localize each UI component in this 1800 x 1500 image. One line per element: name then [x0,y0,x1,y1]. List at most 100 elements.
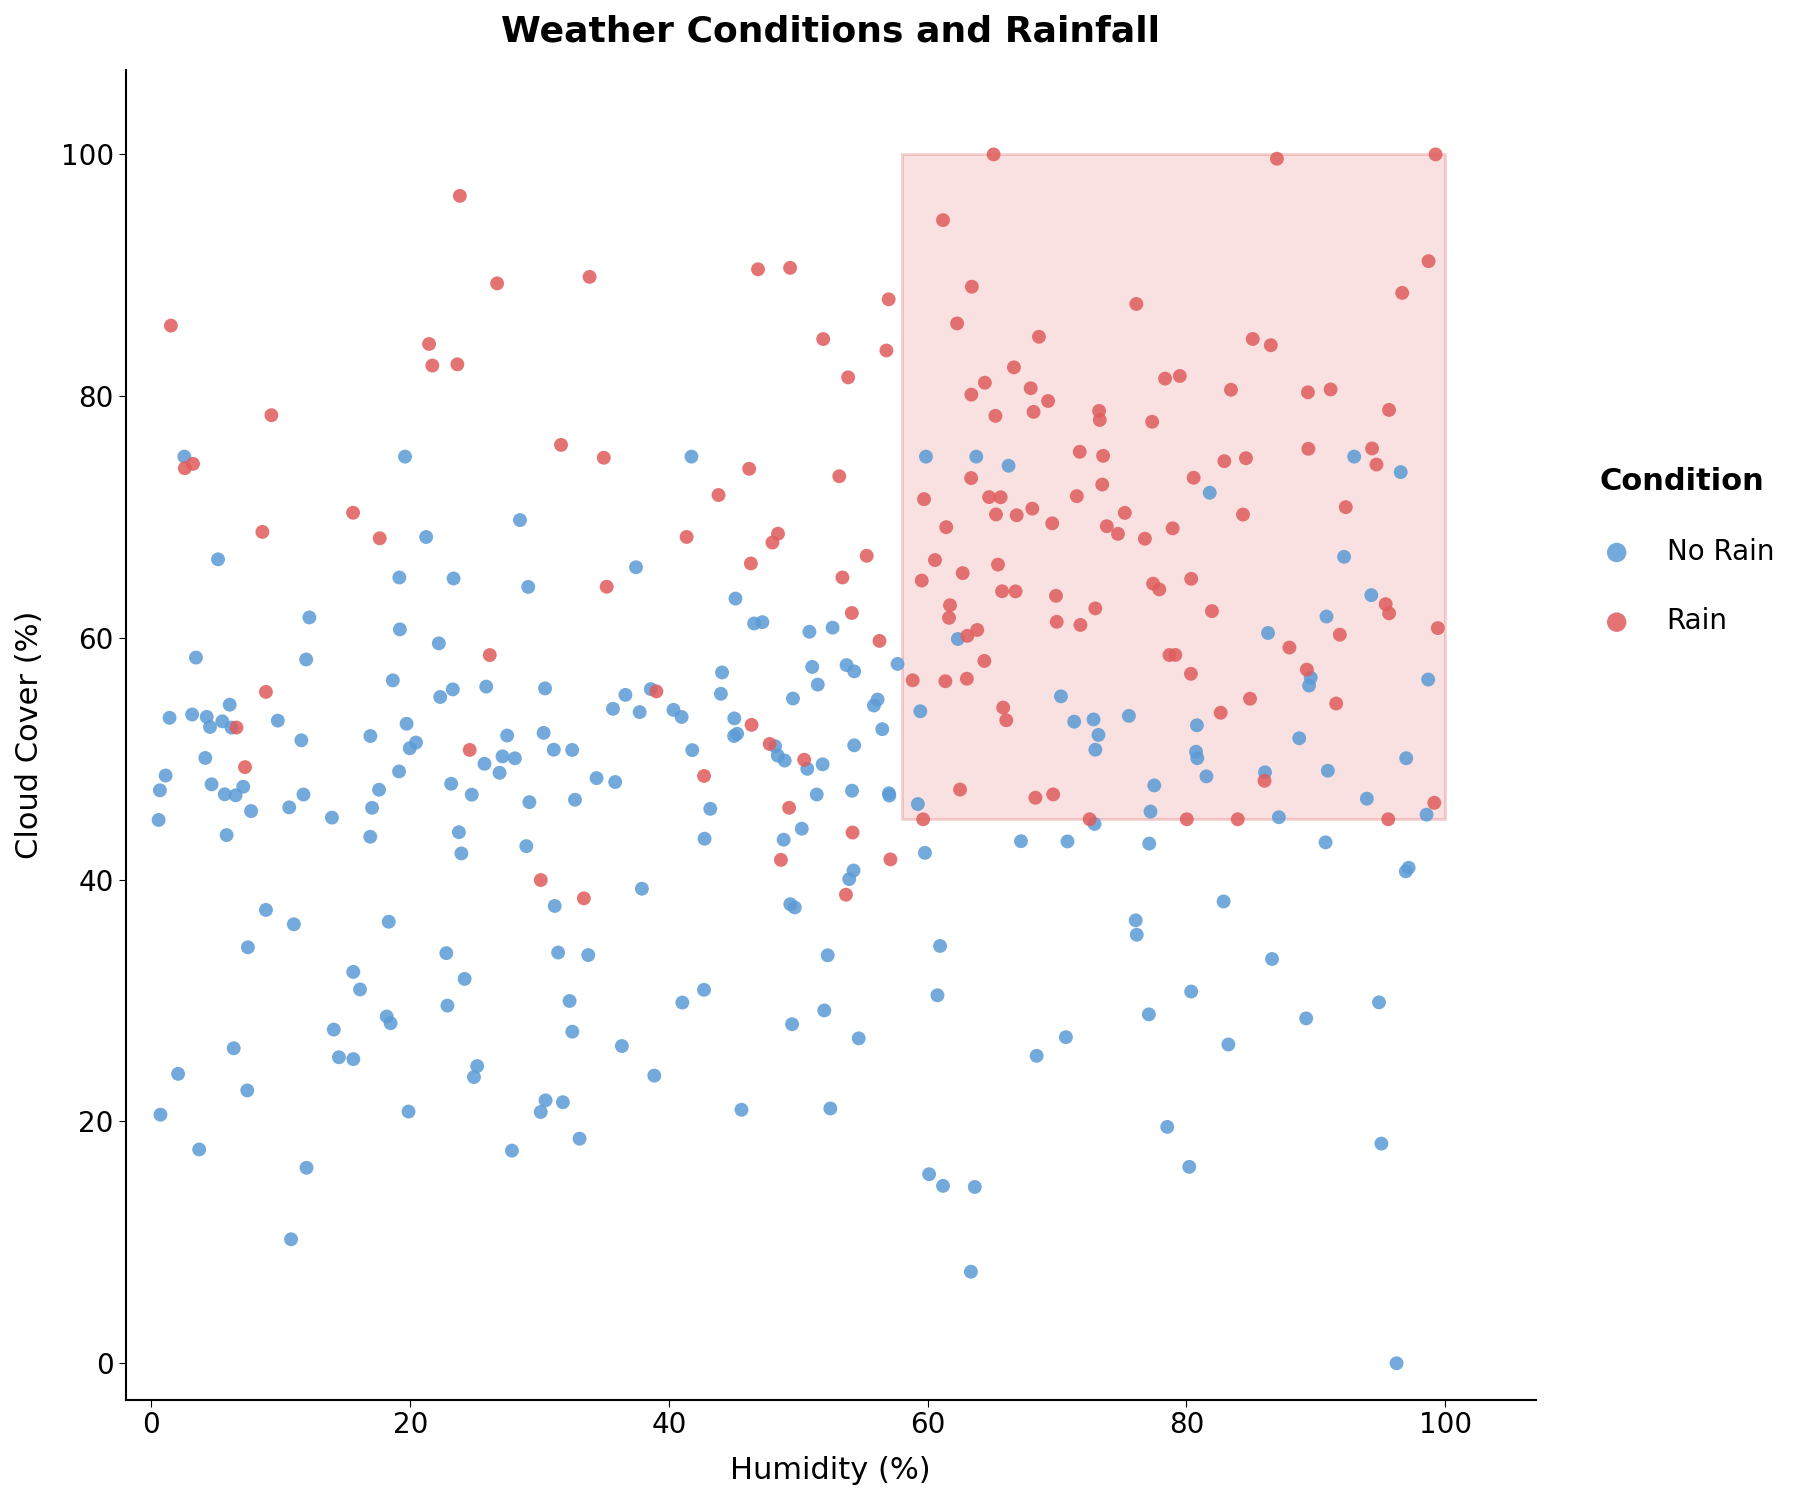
Rain [909,807,938,831]
Rain [952,624,981,648]
No Rain [1413,668,1442,692]
No Rain [1312,604,1341,628]
No Rain [581,766,610,790]
Rain [1388,280,1417,304]
Rain [943,312,972,336]
Rain [909,488,938,512]
No Rain [212,824,241,848]
Rain [931,669,959,693]
No Rain [434,993,463,1017]
No Rain [178,702,207,726]
No Rain [639,1064,668,1088]
No Rain [1139,774,1168,798]
Rain [365,526,394,550]
No Rain [531,1089,560,1113]
No Rain [185,1137,214,1161]
No Rain [1253,621,1282,645]
No Rain [1080,708,1109,732]
No Rain [394,1100,423,1124]
Rain [221,716,250,740]
No Rain [1183,714,1211,738]
No Rain [599,698,628,721]
No Rain [319,1017,347,1041]
Rain [756,732,785,756]
No Rain [356,825,385,849]
Rain [986,486,1015,510]
Rain [1206,700,1235,724]
Rain [1357,436,1386,460]
No Rain [1213,1032,1242,1056]
Rain [981,404,1010,427]
Rain [1017,496,1046,520]
Rain [443,352,472,376]
Rain [547,433,576,457]
No Rain [860,693,889,717]
No Rain [677,444,706,468]
Title: Weather Conditions and Rainfall: Weather Conditions and Rainfall [500,15,1161,50]
No Rain [808,753,837,777]
Rain [1121,292,1150,316]
Rain [1062,484,1091,508]
Rain [1197,598,1226,622]
No Rain [923,984,952,1008]
Rain [1294,381,1323,405]
No Rain [486,760,515,784]
Rain [1210,448,1238,472]
No Rain [437,772,466,796]
No Rain [565,1126,594,1150]
Rain [758,531,787,555]
No Rain [277,1227,306,1251]
Rain [907,568,936,592]
No Rain [275,795,304,819]
No Rain [1314,759,1343,783]
No Rain [216,693,245,717]
Rain [958,466,986,490]
No Rain [1264,806,1292,830]
No Rain [1382,1352,1411,1376]
No Rain [385,618,414,642]
No Rain [1060,710,1089,734]
No Rain [637,676,666,700]
Rain [949,561,977,585]
No Rain [290,783,319,807]
No Rain [1006,830,1035,854]
Rain [736,552,765,576]
Rain [1157,516,1186,540]
No Rain [875,782,904,806]
Rain [824,464,853,488]
Rain [671,525,700,549]
No Rain [607,1034,635,1058]
No Rain [1395,856,1424,880]
Rain [1217,378,1246,402]
Rain [790,748,819,772]
No Rain [203,548,232,572]
Rain [1001,579,1030,603]
No Rain [911,842,940,866]
No Rain [220,1036,248,1060]
Rain [1093,514,1121,538]
Rain [981,503,1010,526]
No Rain [463,1054,491,1078]
No Rain [193,705,221,729]
Rain [1039,512,1067,536]
Rain [589,446,617,470]
Rain [576,266,605,290]
No Rain [378,669,407,693]
No Rain [396,736,425,760]
No Rain [459,1065,488,1089]
Rain [988,579,1017,603]
No Rain [450,968,479,992]
Legend: No Rain, Rain: No Rain, Rain [1579,456,1786,646]
No Rain [610,682,639,706]
No Rain [668,705,697,729]
No Rain [191,746,220,770]
Rain [776,256,805,280]
No Rain [1210,890,1238,914]
No Rain [1123,922,1152,946]
Rain [1165,364,1193,388]
No Rain [574,944,603,968]
Rain [999,356,1028,380]
No Rain [875,783,904,807]
No Rain [488,744,517,768]
No Rain [540,894,569,918]
